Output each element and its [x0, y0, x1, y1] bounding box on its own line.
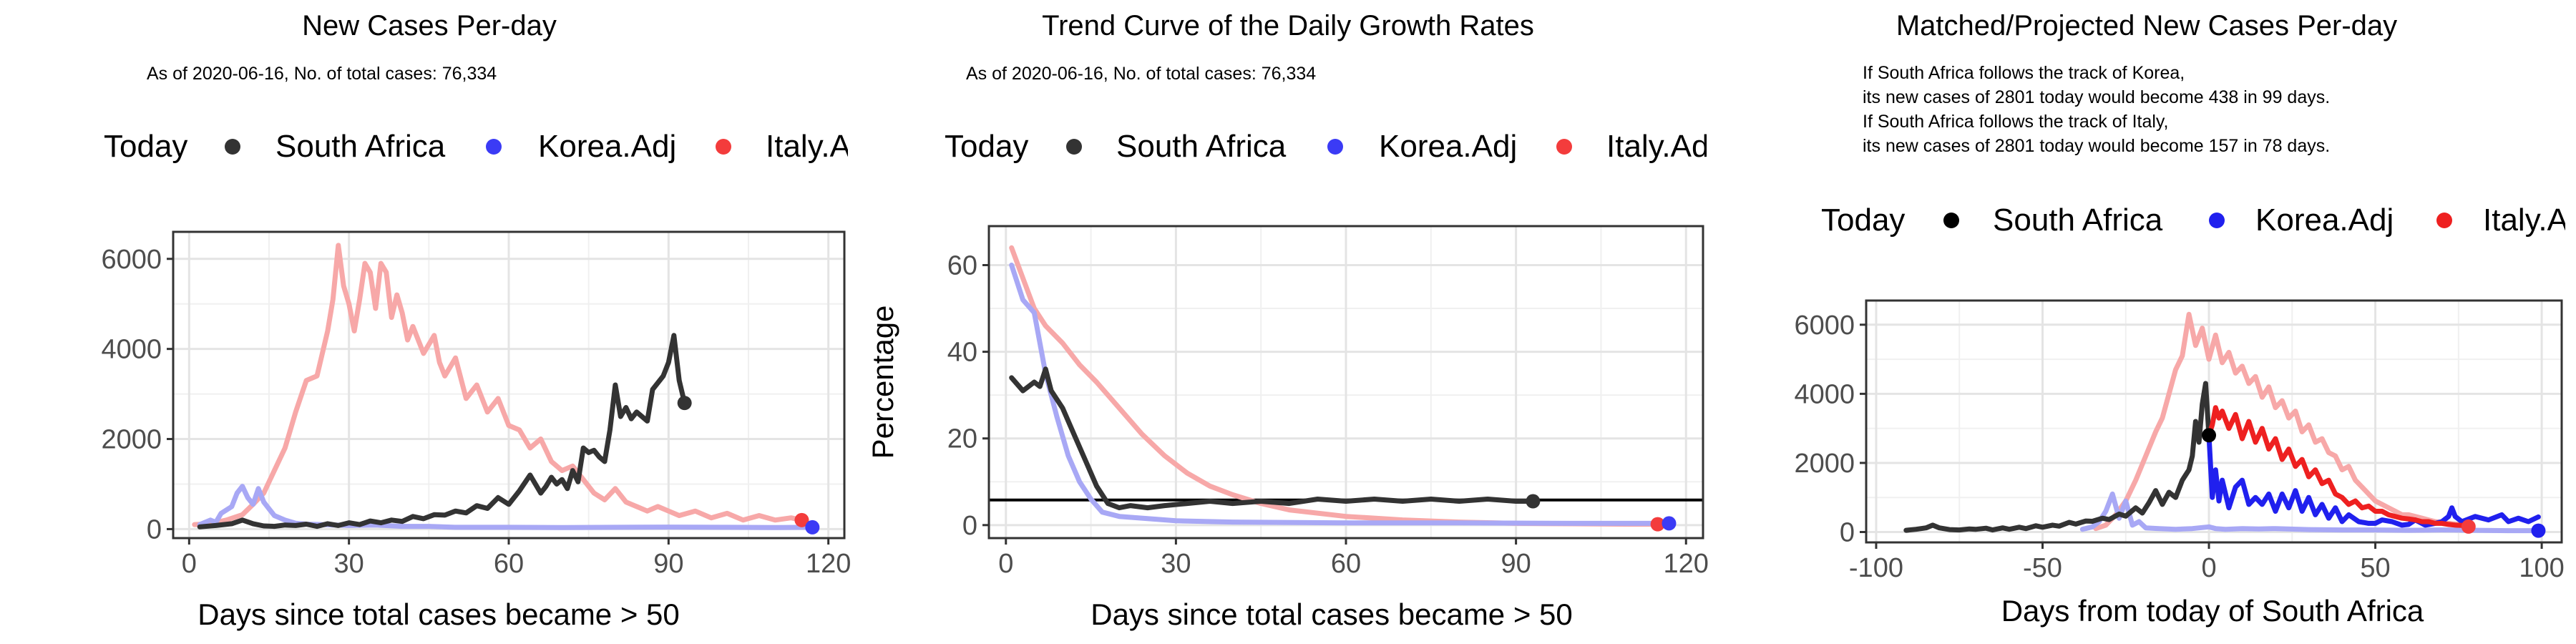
- legend-dot-south-africa: [225, 139, 240, 155]
- legend-label-south-africa: South Africa: [1116, 129, 1287, 164]
- chart-panel-growth-rates: Trend Curve of the Daily Growth Rates As…: [859, 0, 1717, 644]
- subtitle-line: If South Africa follows the track of Kor…: [1863, 63, 2185, 83]
- legend-dot-italy: [2436, 213, 2452, 228]
- chart-subtitle: If South Africa follows the track of Kor…: [1863, 61, 2330, 158]
- data-point-marker: [1662, 516, 1677, 531]
- y-tick-label: 20: [947, 424, 977, 454]
- x-tick-label: 0: [998, 549, 1013, 579]
- series-line: [197, 333, 688, 530]
- x-tick-label: 0: [2201, 553, 2216, 583]
- series-line: [2206, 405, 2472, 530]
- chart-panel-projected: Matched/Projected New Cases Per-day If S…: [1717, 0, 2576, 644]
- data-point-marker: [677, 396, 692, 411]
- chart-title: New Cases Per-day: [302, 10, 557, 42]
- y-axis-label: Percentage: [866, 306, 899, 459]
- subtitle-line: If South Africa follows the track of Ita…: [1863, 112, 2169, 132]
- data-point-marker: [1650, 517, 1665, 532]
- data-point-marker: [794, 512, 809, 527]
- x-tick-label: 60: [1331, 549, 1361, 579]
- series-line: [1903, 381, 2212, 533]
- chart-subtitle: As of 2020-06-16, No. of total cases: 76…: [966, 62, 1316, 86]
- y-tick-label: 4000: [1794, 379, 1855, 409]
- x-tick-label: 50: [2360, 553, 2390, 583]
- chart-legend: Today South Africa Korea.Adj Italy.Adj: [0, 123, 848, 166]
- data-point-marker: [805, 519, 820, 535]
- legend-label-korea: Korea.Adj: [2255, 203, 2394, 238]
- subtitle-line: its new cases of 2801 today would become…: [1863, 87, 2331, 107]
- series-line: [2093, 311, 2472, 532]
- chart-panel-new-cases: New Cases Per-day As of 2020-06-16, No. …: [0, 0, 859, 644]
- data-point-marker: [2461, 519, 2476, 534]
- x-tick-label: 30: [1161, 549, 1191, 579]
- subtitle-line: As of 2020-06-16, No. of total cases: 76…: [966, 64, 1317, 84]
- y-tick-label: 2000: [101, 425, 162, 455]
- subtitle-line: As of 2020-06-16, No. of total cases: 76…: [147, 64, 497, 84]
- legend-dot-korea: [1327, 139, 1343, 155]
- x-axis-label: Days since total cases became > 50: [197, 597, 680, 631]
- data-point-marker: [1526, 494, 1541, 509]
- chart-title: Trend Curve of the Daily Growth Rates: [1042, 10, 1534, 42]
- series-line: [2079, 491, 2541, 534]
- x-tick-label: -50: [2023, 553, 2062, 583]
- legend-label-south-africa: South Africa: [1993, 203, 2163, 238]
- series-line: [1009, 366, 1536, 511]
- plot-area: 0 30 60 90 120 0 20 40 60 Days since total cases …: [866, 225, 1709, 631]
- x-tick-label: 100: [2519, 553, 2564, 583]
- x-tick-label: 120: [806, 549, 851, 579]
- chart-legend: Today South Africa Korea.Adj Italy.Adj: [859, 123, 1707, 166]
- y-tick-label: 6000: [1794, 311, 1855, 341]
- x-tick-label: 90: [653, 549, 683, 579]
- chart-title: Matched/Projected New Cases Per-day: [1896, 10, 2398, 42]
- legend-title: Today: [104, 129, 188, 164]
- y-tick-label: 6000: [101, 245, 162, 275]
- legend-label-korea: Korea.Adj: [538, 129, 677, 164]
- x-axis-label: Days since total cases became > 50: [1091, 597, 1573, 631]
- legend-dot-korea: [486, 139, 502, 155]
- legend-label-italy: Italy.Adj: [2483, 203, 2565, 238]
- x-axis-label: Days from today of South Africa: [2001, 594, 2424, 628]
- y-tick-label: 0: [147, 514, 162, 545]
- x-tick-label: 60: [494, 549, 524, 579]
- x-tick-label: 30: [334, 549, 364, 579]
- y-tick-label: 4000: [101, 335, 162, 365]
- legend-dot-south-africa: [1943, 213, 1959, 228]
- plot-border: [1865, 299, 2563, 544]
- subtitle-line: its new cases of 2801 today would become…: [1863, 136, 2331, 156]
- plot-area: 0 30 60 90 120 0 2000 4000 6000 Days since total …: [101, 230, 851, 631]
- x-tick-label: 90: [1501, 549, 1531, 579]
- legend-label-italy: Italy.Adj: [1606, 129, 1707, 164]
- legend-dot-korea: [2209, 213, 2225, 228]
- data-point-marker: [2531, 523, 2546, 538]
- chart-legend: Today South Africa Korea.Adj Italy.Adj: [1717, 197, 2565, 240]
- data-point-marker: [2202, 428, 2217, 443]
- x-tick-label: 0: [182, 549, 197, 579]
- y-tick-label: 60: [947, 251, 977, 281]
- y-tick-label: 0: [1840, 518, 1855, 548]
- y-tick-label: 40: [947, 338, 977, 368]
- legend-label-south-africa: South Africa: [275, 129, 446, 164]
- y-tick-label: 0: [962, 511, 977, 541]
- legend-title: Today: [1821, 203, 1906, 238]
- y-tick-label: 2000: [1794, 449, 1855, 479]
- legend-label-korea: Korea.Adj: [1379, 129, 1518, 164]
- chart-subtitle: As of 2020-06-16, No. of total cases: 76…: [147, 62, 497, 86]
- x-tick-label: -100: [1849, 553, 1903, 583]
- legend-dot-south-africa: [1066, 139, 1082, 155]
- legend-dot-italy: [1556, 139, 1572, 155]
- legend-label-italy: Italy.Adj: [766, 129, 848, 164]
- series-line: [2206, 432, 2541, 528]
- legend-dot-italy: [716, 139, 731, 155]
- x-tick-label: 120: [1664, 549, 1709, 579]
- legend-title: Today: [945, 129, 1029, 164]
- series-line: [1009, 263, 1672, 526]
- plot-area: -100 -50 0 50 100 0 2000 4000 6000 Days from toda…: [1794, 299, 2565, 628]
- series-line: [192, 243, 804, 527]
